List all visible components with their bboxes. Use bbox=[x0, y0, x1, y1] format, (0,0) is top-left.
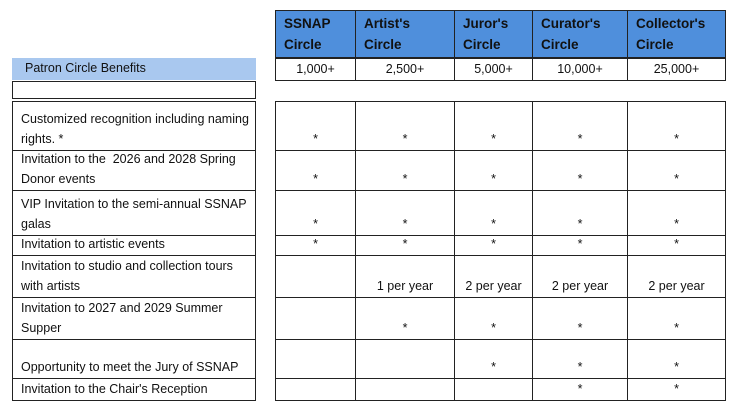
benefit-cell: 2 per year bbox=[627, 255, 726, 298]
benefit-cell: * bbox=[532, 101, 628, 151]
benefit-cell: * bbox=[532, 378, 628, 401]
benefit-cell: * bbox=[532, 150, 628, 191]
benefit-cell: * bbox=[627, 150, 726, 191]
benefit-cell: * bbox=[275, 235, 356, 256]
benefit-cell: * bbox=[355, 190, 455, 236]
benefit-cell: * bbox=[532, 297, 628, 340]
benefit-label: VIP Invitation to the semi-annual SSNAP … bbox=[12, 190, 256, 236]
benefit-cell: * bbox=[355, 101, 455, 151]
benefit-cell: * bbox=[532, 190, 628, 236]
benefit-cell: 2 per year bbox=[532, 255, 628, 298]
table-label: Patron Circle Benefits bbox=[12, 58, 256, 80]
benefit-cell bbox=[275, 297, 356, 340]
benefit-cell: * bbox=[454, 150, 533, 191]
spacer-cell bbox=[12, 81, 256, 99]
benefit-label: Invitation to the 2026 and 2028 Spring D… bbox=[12, 150, 256, 191]
benefit-label: Customized recognition including naming … bbox=[12, 101, 256, 151]
benefit-label: Opportunity to meet the Jury of SSNAP bbox=[12, 339, 256, 379]
benefit-cell: 1 per year bbox=[355, 255, 455, 298]
benefit-cell: * bbox=[454, 190, 533, 236]
benefit-cell bbox=[275, 339, 356, 379]
column-amount: 5,000+ bbox=[454, 58, 533, 81]
benefit-cell: * bbox=[275, 101, 356, 151]
benefit-cell: * bbox=[627, 339, 726, 379]
column-header: Artist's Circle bbox=[355, 10, 455, 58]
benefit-cell: * bbox=[355, 150, 455, 191]
benefit-label: Invitation to studio and collection tour… bbox=[12, 255, 256, 298]
column-header: Curator's Circle bbox=[532, 10, 628, 58]
benefit-cell bbox=[355, 339, 455, 379]
column-header: SSNAP Circle bbox=[275, 10, 356, 58]
column-amount: 10,000+ bbox=[532, 58, 628, 81]
benefit-cell bbox=[275, 378, 356, 401]
column-header: Collector's Circle bbox=[627, 10, 726, 58]
benefit-cell: * bbox=[627, 235, 726, 256]
benefit-cell: * bbox=[355, 297, 455, 340]
benefit-cell: * bbox=[454, 101, 533, 151]
benefit-cell: * bbox=[532, 235, 628, 256]
benefit-label: Invitation to the Chair's Reception bbox=[12, 378, 256, 401]
benefit-cell: * bbox=[355, 235, 455, 256]
benefit-label: Invitation to 2027 and 2029 Summer Suppe… bbox=[12, 297, 256, 340]
column-amount: 25,000+ bbox=[627, 58, 726, 81]
benefit-cell: * bbox=[627, 297, 726, 340]
benefit-cell: * bbox=[532, 339, 628, 379]
benefit-cell bbox=[355, 378, 455, 401]
benefit-label: Invitation to artistic events bbox=[12, 235, 256, 256]
benefit-cell: * bbox=[454, 297, 533, 340]
benefit-cell: * bbox=[275, 190, 356, 236]
column-amount: 1,000+ bbox=[275, 58, 356, 81]
benefit-cell: * bbox=[454, 235, 533, 256]
benefit-cell: * bbox=[627, 378, 726, 401]
benefit-cell bbox=[275, 255, 356, 298]
column-amount: 2,500+ bbox=[355, 58, 455, 81]
benefit-cell: 2 per year bbox=[454, 255, 533, 298]
benefit-cell: * bbox=[627, 190, 726, 236]
benefit-cell bbox=[454, 378, 533, 401]
benefit-cell: * bbox=[627, 101, 726, 151]
benefit-cell: * bbox=[454, 339, 533, 379]
column-header: Juror's Circle bbox=[454, 10, 533, 58]
benefit-cell: * bbox=[275, 150, 356, 191]
